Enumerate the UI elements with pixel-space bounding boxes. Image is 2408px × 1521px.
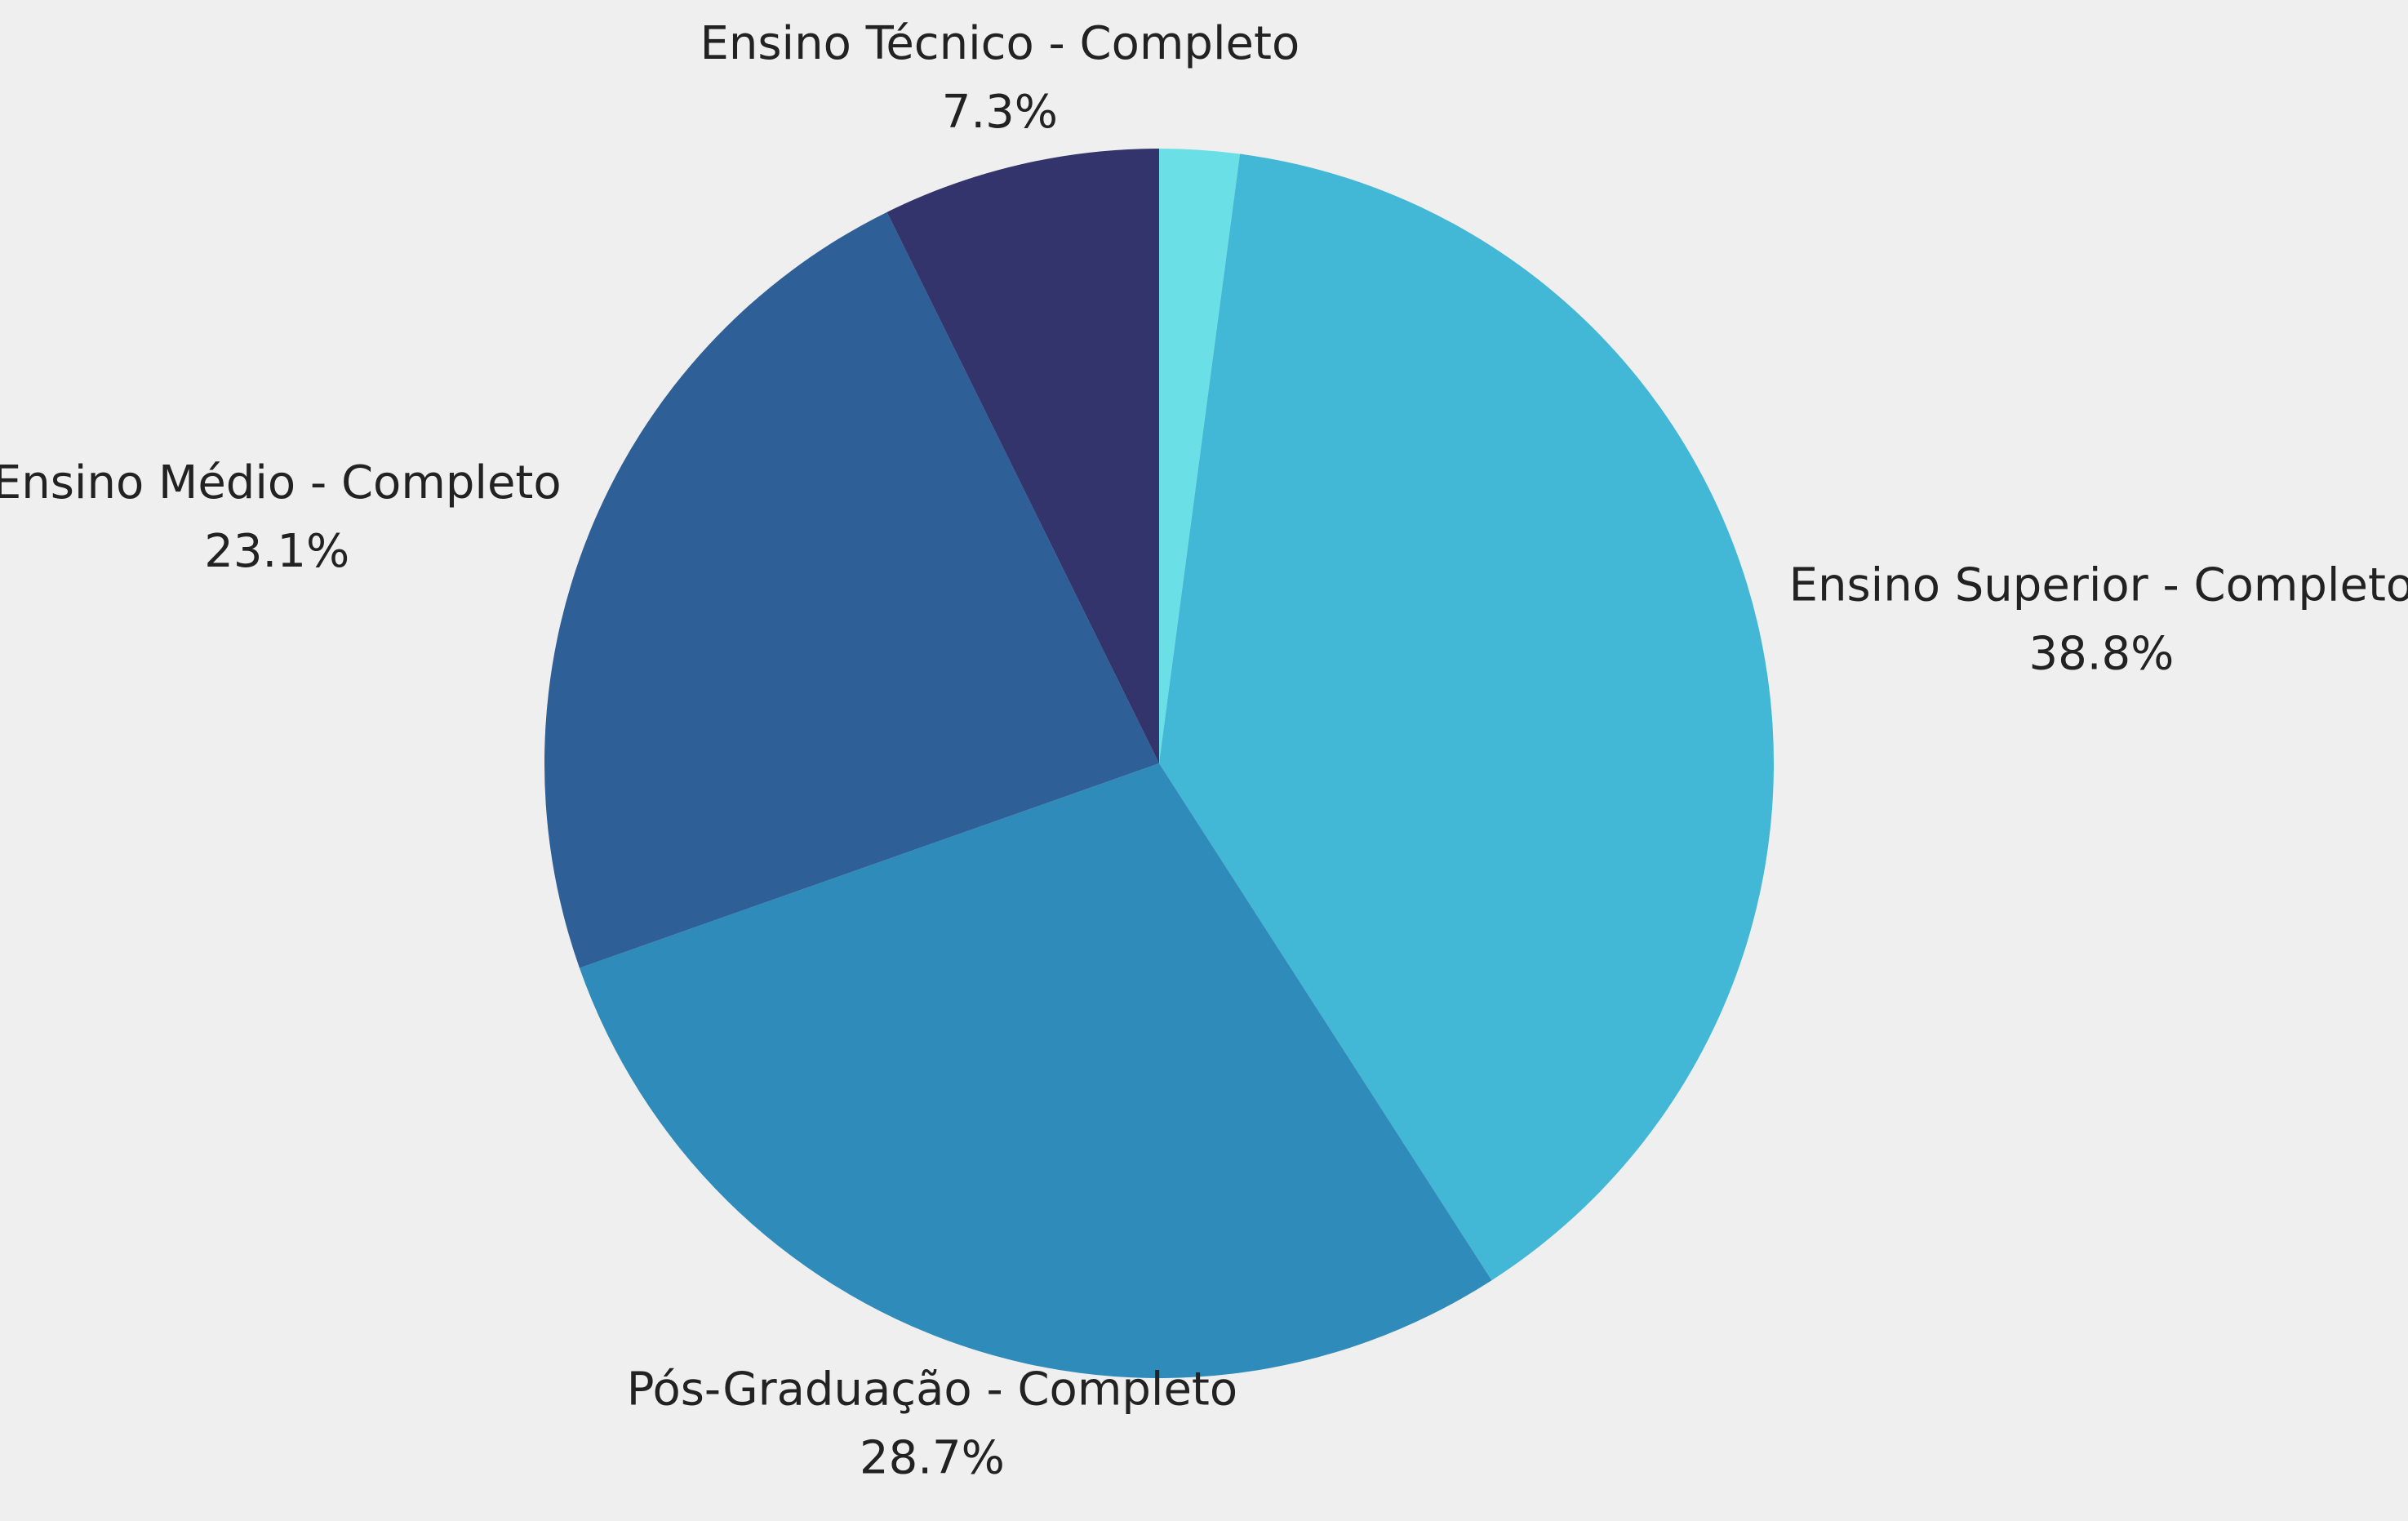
- slice-label: Pós-Graduação - Completo: [627, 1363, 1237, 1416]
- pie-slice: [544, 211, 1159, 968]
- slice-label: Ensino Médio - Completo: [0, 456, 562, 509]
- slice-label: Ensino Técnico - Completo: [700, 17, 1300, 70]
- pie-slice: [886, 149, 1159, 763]
- pie-slice: [579, 763, 1492, 1379]
- slice-value: 23.1%: [204, 525, 349, 578]
- slice-value: 7.3%: [942, 86, 1058, 139]
- slice-label: Ensino Superior - Completo: [1789, 559, 2408, 612]
- slice-value: 38.8%: [2028, 628, 2174, 681]
- pie-slice: [1159, 149, 1241, 763]
- slice-value: 28.7%: [860, 1431, 1005, 1484]
- pie-slice: [1159, 153, 1775, 1281]
